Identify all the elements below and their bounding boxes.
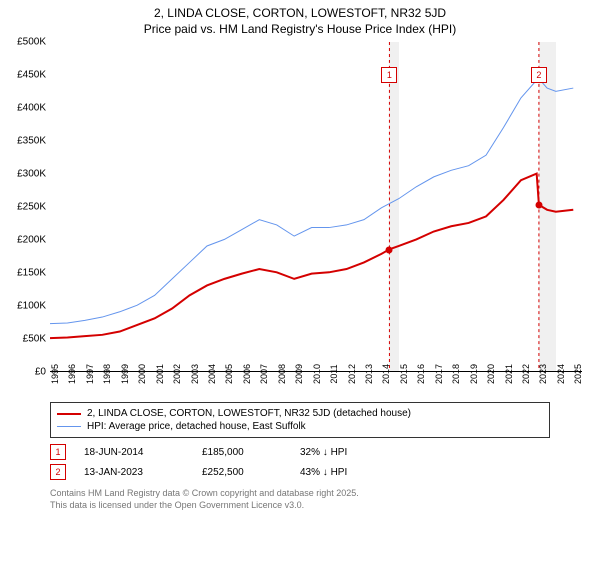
- sales-table: 1 18-JUN-2014 £185,000 32% ↓ HPI 2 13-JAN-202…: [50, 442, 550, 482]
- x-tick-label: 2003: [190, 364, 208, 384]
- legend-swatch: [57, 413, 81, 415]
- legend-row: 2, LINDA CLOSE, CORTON, LOWESTOFT, NR32 …: [57, 407, 543, 420]
- x-tick-label: 2013: [364, 364, 382, 384]
- x-tick-label: 2014: [381, 364, 399, 384]
- x-tick-label: 2021: [504, 364, 522, 384]
- chart-title: 2, LINDA CLOSE, CORTON, LOWESTOFT, NR32 …: [0, 6, 600, 20]
- x-tick-label: 2001: [155, 364, 173, 384]
- sale-row: 1 18-JUN-2014 £185,000 32% ↓ HPI: [50, 442, 550, 462]
- y-tick-label: £350K: [2, 136, 46, 147]
- x-tick-label: 2025: [573, 364, 591, 384]
- x-tick-label: 1998: [102, 364, 120, 384]
- footer-line-2: This data is licensed under the Open Gov…: [50, 500, 550, 512]
- x-tick-label: 1995: [50, 364, 68, 384]
- x-tick-label: 2002: [172, 364, 190, 384]
- x-tick-label: 2022: [521, 364, 539, 384]
- x-tick-label: 2000: [137, 364, 155, 384]
- x-tick-label: 2012: [347, 364, 365, 384]
- x-tick-label: 2023: [538, 364, 556, 384]
- x-tick-label: 2006: [242, 364, 260, 384]
- sale-hpi-delta: 32% ↓ HPI: [300, 447, 400, 458]
- sale-date: 18-JUN-2014: [84, 447, 184, 458]
- sale-hpi-delta: 43% ↓ HPI: [300, 467, 400, 478]
- legend-box: 2, LINDA CLOSE, CORTON, LOWESTOFT, NR32 …: [50, 402, 550, 438]
- x-tick-label: 2004: [207, 364, 225, 384]
- y-tick-label: £150K: [2, 268, 46, 279]
- sale-dot: [535, 202, 542, 209]
- y-tick-label: £250K: [2, 202, 46, 213]
- legend-label: 2, LINDA CLOSE, CORTON, LOWESTOFT, NR32 …: [87, 408, 411, 419]
- x-tick-label: 2024: [556, 364, 574, 384]
- legend-swatch: [57, 426, 81, 427]
- sale-price: £252,500: [202, 467, 282, 478]
- footer-attribution: Contains HM Land Registry data © Crown c…: [50, 488, 550, 511]
- sale-marker: 1: [381, 67, 397, 83]
- x-tick-label: 1999: [120, 364, 138, 384]
- y-tick-label: £200K: [2, 235, 46, 246]
- sale-marker-legend: 2: [50, 464, 66, 480]
- y-tick-label: £100K: [2, 301, 46, 312]
- x-tick-label: 2009: [294, 364, 312, 384]
- sale-date: 13-JAN-2023: [84, 467, 184, 478]
- x-tick-label: 2015: [399, 364, 417, 384]
- y-tick-label: £450K: [2, 70, 46, 81]
- x-tick-label: 2018: [451, 364, 469, 384]
- y-tick-label: £500K: [2, 37, 46, 48]
- x-tick-label: 1996: [67, 364, 85, 384]
- legend-label: HPI: Average price, detached house, East…: [87, 421, 306, 432]
- chart-subtitle: Price paid vs. HM Land Registry's House …: [0, 22, 600, 36]
- x-axis: 1995199619971998199920002001200220032004…: [50, 372, 582, 392]
- sale-row: 2 13-JAN-2023 £252,500 43% ↓ HPI: [50, 462, 550, 482]
- y-tick-label: £400K: [2, 103, 46, 114]
- y-tick-label: £50K: [2, 334, 46, 345]
- sale-marker: 2: [531, 67, 547, 83]
- sale-dot: [386, 246, 393, 253]
- sale-price: £185,000: [202, 447, 282, 458]
- x-tick-label: 2017: [434, 364, 452, 384]
- x-tick-label: 2011: [329, 364, 347, 383]
- plot-svg: [50, 42, 582, 371]
- x-tick-label: 2008: [277, 364, 295, 384]
- sale-marker-legend: 1: [50, 444, 66, 460]
- chart-area: £0£50K£100K£150K£200K£250K£300K£350K£400…: [50, 42, 582, 392]
- y-tick-label: £0: [2, 367, 46, 378]
- legend-row: HPI: Average price, detached house, East…: [57, 420, 543, 433]
- x-tick-label: 2007: [259, 364, 277, 384]
- x-tick-label: 2020: [486, 364, 504, 384]
- x-tick-label: 2019: [469, 364, 487, 384]
- x-tick-label: 1997: [85, 364, 103, 384]
- x-tick-label: 2010: [312, 364, 330, 384]
- plot-region: £0£50K£100K£150K£200K£250K£300K£350K£400…: [50, 42, 582, 372]
- x-tick-label: 2005: [224, 364, 242, 384]
- y-tick-label: £300K: [2, 169, 46, 180]
- footer-line-1: Contains HM Land Registry data © Crown c…: [50, 488, 550, 500]
- x-tick-label: 2016: [416, 364, 434, 384]
